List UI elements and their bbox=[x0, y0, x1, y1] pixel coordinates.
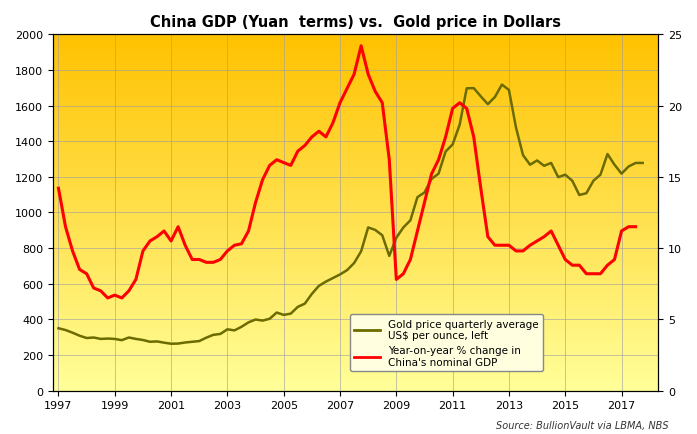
Legend: Gold price quarterly average
US$ per ounce, left, Year-on-year % change in
China: Gold price quarterly average US$ per oun… bbox=[350, 315, 543, 371]
Title: China GDP (Yuan  terms) vs.  Gold price in Dollars: China GDP (Yuan terms) vs. Gold price in… bbox=[150, 15, 561, 30]
Text: Source: BullionVault via LBMA, NBS: Source: BullionVault via LBMA, NBS bbox=[496, 421, 669, 431]
